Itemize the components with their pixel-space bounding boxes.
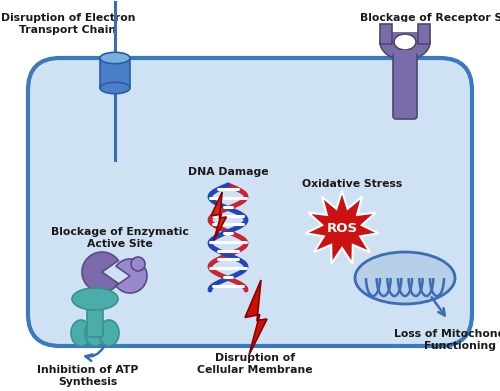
Text: ROS: ROS: [326, 221, 358, 235]
Polygon shape: [211, 192, 226, 240]
Text: Blockage of Enzymatic
Active Site: Blockage of Enzymatic Active Site: [51, 227, 189, 249]
Text: Disruption of Electron
Transport Chain: Disruption of Electron Transport Chain: [1, 13, 135, 35]
Polygon shape: [393, 50, 417, 62]
Ellipse shape: [99, 320, 119, 346]
FancyBboxPatch shape: [28, 58, 472, 346]
Ellipse shape: [85, 320, 105, 346]
Polygon shape: [380, 24, 392, 44]
Wedge shape: [82, 252, 118, 292]
Polygon shape: [100, 58, 130, 88]
FancyBboxPatch shape: [393, 53, 417, 119]
Text: DNA Damage: DNA Damage: [188, 167, 268, 177]
Polygon shape: [379, 22, 431, 32]
Ellipse shape: [355, 252, 455, 304]
Polygon shape: [245, 280, 267, 355]
Ellipse shape: [380, 24, 430, 60]
Circle shape: [131, 257, 145, 271]
Ellipse shape: [100, 82, 130, 94]
Text: Oxidative Stress: Oxidative Stress: [302, 179, 402, 189]
Text: Loss of Mitochondrial
Functioning: Loss of Mitochondrial Functioning: [394, 329, 500, 351]
Polygon shape: [418, 24, 430, 44]
Ellipse shape: [71, 320, 91, 346]
Ellipse shape: [100, 52, 130, 64]
Text: Blockage of Receptor Sites: Blockage of Receptor Sites: [360, 13, 500, 23]
Text: Inhibition of ATP
Synthesis: Inhibition of ATP Synthesis: [38, 365, 138, 387]
Polygon shape: [306, 191, 378, 264]
Wedge shape: [116, 259, 147, 293]
Text: Disruption of
Cellular Membrane: Disruption of Cellular Membrane: [197, 353, 313, 375]
FancyBboxPatch shape: [87, 303, 103, 337]
Ellipse shape: [72, 288, 118, 310]
Ellipse shape: [394, 34, 416, 50]
